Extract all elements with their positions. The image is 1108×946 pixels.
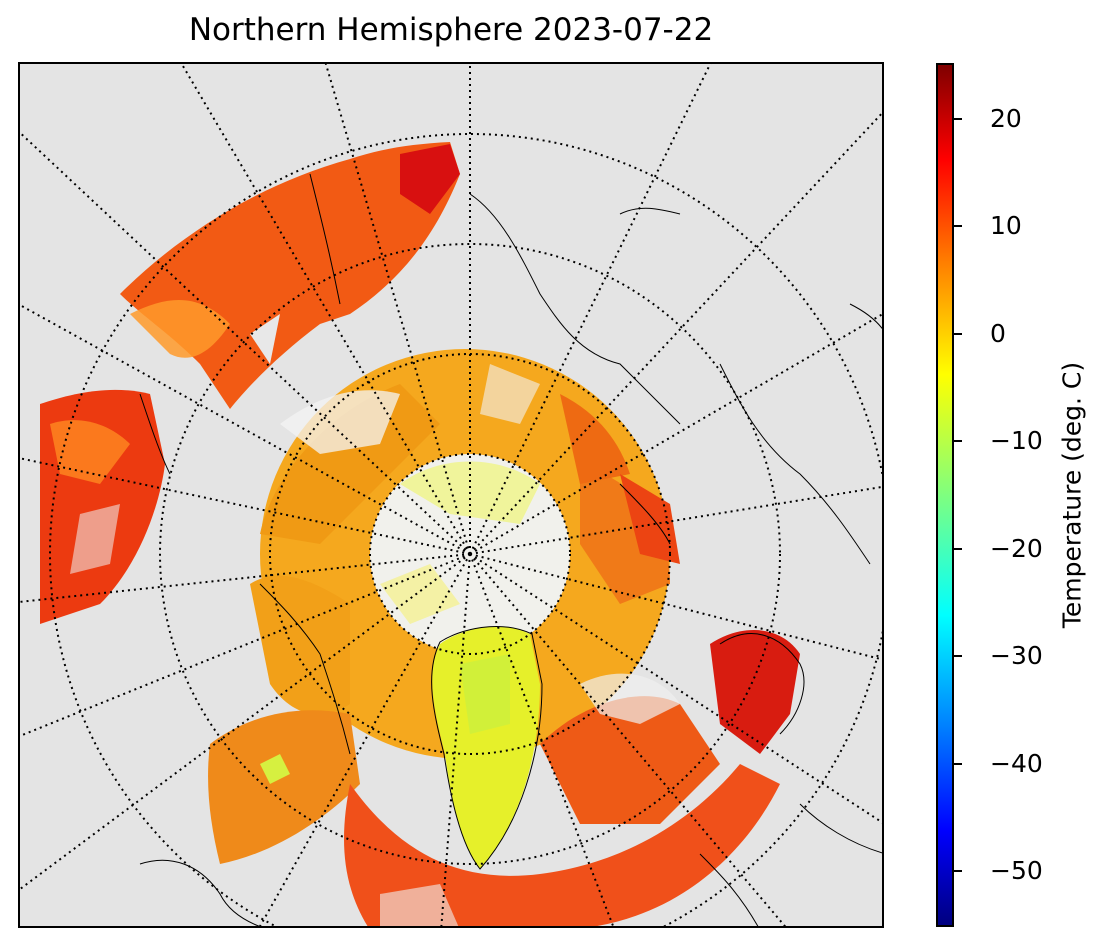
colorbar-tick-label: 0 xyxy=(990,318,1006,348)
graticule xyxy=(20,64,882,926)
colorbar-tick xyxy=(953,225,962,228)
colorbar-tick-label: 20 xyxy=(990,103,1022,133)
polar-map xyxy=(18,62,884,928)
colorbar-tick-label: −50 xyxy=(990,856,1043,886)
colorbar-tick xyxy=(953,870,962,873)
colorbar-tick xyxy=(953,762,962,765)
colorbar-tick xyxy=(953,655,962,658)
colorbar-tick-label: −20 xyxy=(990,533,1043,563)
coastlines xyxy=(139,173,882,926)
colorbar-tick xyxy=(953,332,962,335)
colorbar xyxy=(936,63,954,927)
map-title: Northern Hemisphere 2023-07-22 xyxy=(188,12,714,48)
colorbar-tick-label: −10 xyxy=(990,426,1043,456)
polar-map-canvas xyxy=(20,64,882,926)
temperature-data-layer xyxy=(40,142,800,926)
colorbar-tick xyxy=(953,440,962,443)
colorbar-tick-label: −40 xyxy=(990,748,1043,778)
colorbar-tick xyxy=(953,117,962,120)
colorbar-tick xyxy=(953,547,962,550)
colorbar-tick-label: 10 xyxy=(990,211,1022,241)
colorbar-tick-label: −30 xyxy=(990,641,1043,671)
colorbar-title: Temperature (deg. C) xyxy=(1057,361,1087,629)
